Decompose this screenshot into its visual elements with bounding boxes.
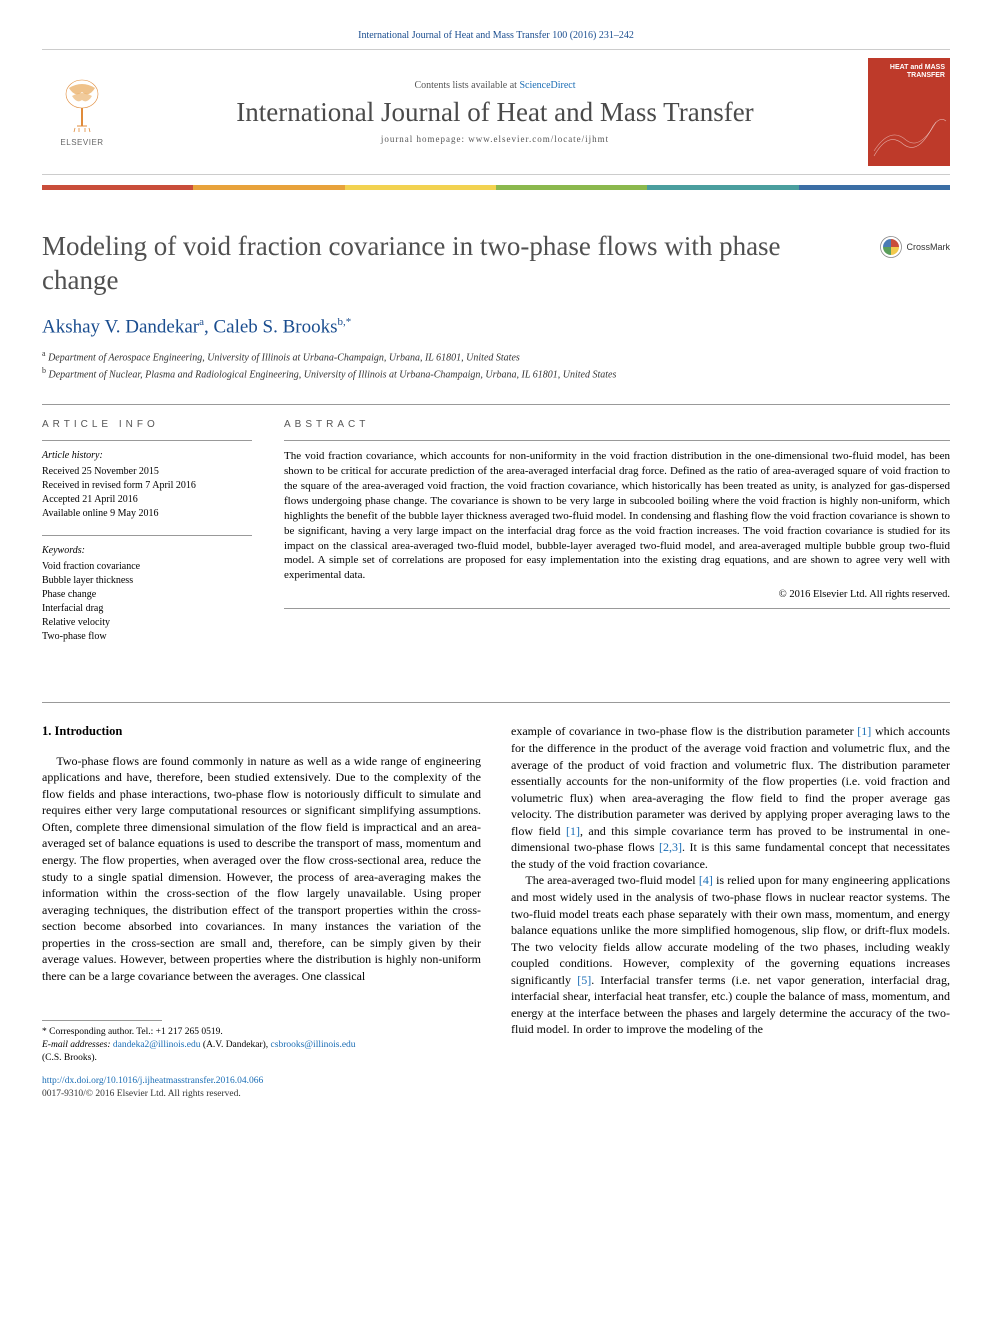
issn-line: 0017-9310/© 2016 Elsevier Ltd. All right… — [42, 1088, 481, 1101]
keyword-line: Relative velocity — [42, 616, 252, 630]
intro-paragraph-1-cont: example of covariance in two-phase flow … — [511, 723, 950, 872]
history-line: Accepted 21 April 2016 — [42, 493, 252, 507]
email-who-1: (A.V. Dandekar), — [201, 1040, 271, 1050]
email-label: E-mail addresses: — [42, 1040, 113, 1050]
affiliation-sup: b — [42, 366, 46, 375]
keyword-line: Two-phase flow — [42, 630, 252, 644]
author-1-affil-sup: a — [199, 316, 204, 328]
body-column-left: 1. Introduction Two-phase flows are foun… — [42, 723, 481, 1101]
contents-line: Contents lists available at ScienceDirec… — [132, 80, 858, 91]
abstract-column: ABSTRACT The void fraction covariance, w… — [284, 419, 950, 658]
corresponding-author-line: * Corresponding author. Tel.: +1 217 265… — [42, 1026, 481, 1039]
keywords-label: Keywords: — [42, 544, 252, 558]
ref-link-1b[interactable]: [1] — [566, 824, 580, 838]
intro-paragraph-1: Two-phase flows are found commonly in na… — [42, 753, 481, 985]
history-line: Received 25 November 2015 — [42, 465, 252, 479]
intro-paragraph-2: The area-averaged two-fluid model [4] is… — [511, 872, 950, 1037]
sciencedirect-link[interactable]: ScienceDirect — [519, 80, 575, 91]
keyword-line: Phase change — [42, 588, 252, 602]
homepage-url[interactable]: www.elsevier.com/locate/ijhmt — [468, 134, 609, 144]
keywords-block: Keywords: Void fraction covarianceBubble… — [42, 544, 252, 644]
email-link-2[interactable]: csbrooks@illinois.edu — [271, 1040, 356, 1050]
publisher-label: ELSEVIER — [60, 138, 103, 147]
contents-prefix: Contents lists available at — [414, 80, 519, 91]
author-1: Akshay V. Dandekar — [42, 316, 199, 337]
keyword-line: Bubble layer thickness — [42, 574, 252, 588]
article-info-column: ARTICLE INFO Article history: Received 2… — [42, 419, 252, 658]
affiliation-line: b Department of Nuclear, Plasma and Radi… — [42, 365, 950, 382]
journal-name: International Journal of Heat and Mass T… — [132, 97, 858, 128]
email-who-2: (C.S. Brooks). — [42, 1053, 97, 1063]
text-span: example of covariance in two-phase flow … — [511, 724, 857, 738]
abstract-label: ABSTRACT — [284, 419, 950, 430]
body-column-right: example of covariance in two-phase flow … — [511, 723, 950, 1101]
authors-line: Akshay V. Dandekara, Caleb S. Brooksb,* — [42, 316, 950, 338]
ref-link-5[interactable]: [5] — [577, 973, 591, 987]
email-link-1[interactable]: dandeka2@illinois.edu — [113, 1040, 201, 1050]
affiliation-sup: a — [42, 349, 46, 358]
masthead: ELSEVIER Contents lists available at Sci… — [42, 49, 950, 175]
elsevier-logo-icon — [57, 78, 107, 134]
color-bar — [42, 185, 950, 190]
abstract-copyright: © 2016 Elsevier Ltd. All rights reserved… — [284, 589, 950, 600]
text-span: which accounts for the difference in the… — [511, 724, 950, 837]
crossmark-icon — [880, 236, 902, 258]
author-2-affil-sup: b,* — [338, 316, 352, 328]
color-bar-segment — [799, 185, 950, 190]
history-line: Received in revised form 7 April 2016 — [42, 479, 252, 493]
color-bar-segment — [193, 185, 344, 190]
color-bar-segment — [345, 185, 496, 190]
ref-link-23[interactable]: [2,3] — [659, 840, 682, 854]
ref-link-4[interactable]: [4] — [699, 873, 713, 887]
email-line: E-mail addresses: dandeka2@illinois.edu … — [42, 1039, 481, 1065]
footnotes: * Corresponding author. Tel.: +1 217 265… — [42, 1026, 481, 1064]
section-heading-intro: 1. Introduction — [42, 723, 481, 740]
text-span: The area-averaged two-fluid model — [525, 873, 698, 887]
crossmark-badge[interactable]: CrossMark — [880, 236, 950, 258]
color-bar-segment — [647, 185, 798, 190]
homepage-line: journal homepage: www.elsevier.com/locat… — [132, 134, 858, 144]
publisher-block: ELSEVIER — [42, 78, 122, 147]
keyword-line: Void fraction covariance — [42, 560, 252, 574]
affiliation-line: a Department of Aerospace Engineering, U… — [42, 348, 950, 365]
color-bar-segment — [42, 185, 193, 190]
color-bar-segment — [496, 185, 647, 190]
article-info-label: ARTICLE INFO — [42, 419, 252, 430]
header-citation: International Journal of Heat and Mass T… — [42, 30, 950, 41]
article-history-label: Article history: — [42, 449, 252, 463]
text-span: is relied upon for many engineering appl… — [511, 873, 950, 986]
article-history-block: Article history: Received 25 November 20… — [42, 449, 252, 521]
abstract-text: The void fraction covariance, which acco… — [284, 449, 950, 583]
keyword-line: Interfacial drag — [42, 602, 252, 616]
history-line: Available online 9 May 2016 — [42, 507, 252, 521]
homepage-prefix: journal homepage: — [381, 134, 468, 144]
journal-cover-thumbnail: HEAT and MASS TRANSFER — [868, 58, 950, 166]
doi-line[interactable]: http://dx.doi.org/10.1016/j.ijheatmasstr… — [42, 1075, 481, 1088]
crossmark-label: CrossMark — [906, 242, 950, 252]
ref-link-1[interactable]: [1] — [857, 724, 871, 738]
footnote-separator — [42, 1020, 162, 1021]
article-title: Modeling of void fraction covariance in … — [42, 230, 860, 298]
affiliations: a Department of Aerospace Engineering, U… — [42, 348, 950, 383]
author-2: Caleb S. Brooks — [213, 316, 337, 337]
journal-cover-title: HEAT and MASS TRANSFER — [868, 58, 950, 79]
